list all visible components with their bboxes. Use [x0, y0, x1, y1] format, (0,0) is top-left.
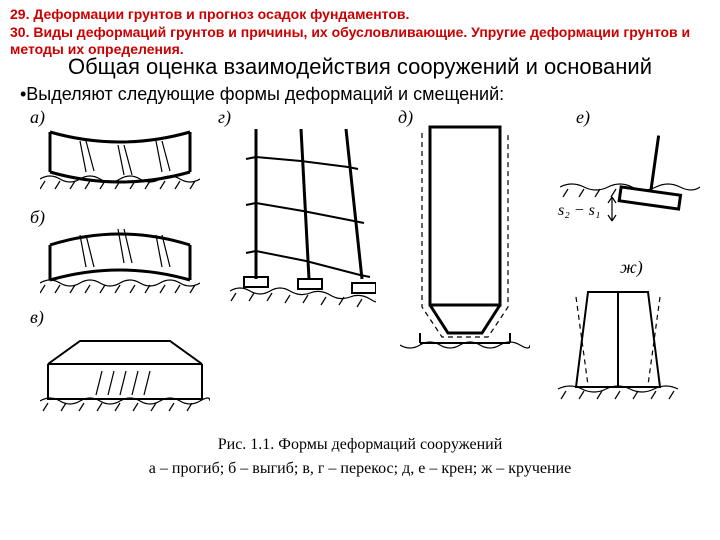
- caption-legend: а – прогиб; б – выгиб; в, г – перекос; д…: [0, 457, 720, 481]
- panel-label-e: е): [576, 107, 590, 128]
- intro-bullet: •Выделяют следующие формы деформаций и с…: [0, 84, 720, 105]
- section-title: Общая оценка взаимодействия сооружений и…: [0, 53, 720, 81]
- panel-label-zh: ж): [620, 257, 643, 278]
- figure-area: а) б) в) г) д) е) ж) s₂ − s₁: [0, 107, 720, 427]
- header-red: 29. Деформации грунтов и прогноз осадок …: [0, 0, 720, 59]
- panel-g-svg: [226, 119, 376, 319]
- panel-e-svg: [560, 127, 700, 247]
- panel-zh-svg: [548, 277, 688, 407]
- caption-block: Рис. 1.1. Формы деформаций сооружений а …: [0, 433, 720, 481]
- panel-b-svg: [40, 215, 200, 295]
- panel-d-svg: [400, 121, 530, 351]
- caption-title: Рис. 1.1. Формы деформаций сооружений: [0, 433, 720, 457]
- panel-a-svg: [40, 117, 200, 197]
- panel-v-svg: [40, 319, 210, 414]
- header-line-1: 29. Деформации грунтов и прогноз осадок …: [10, 6, 710, 24]
